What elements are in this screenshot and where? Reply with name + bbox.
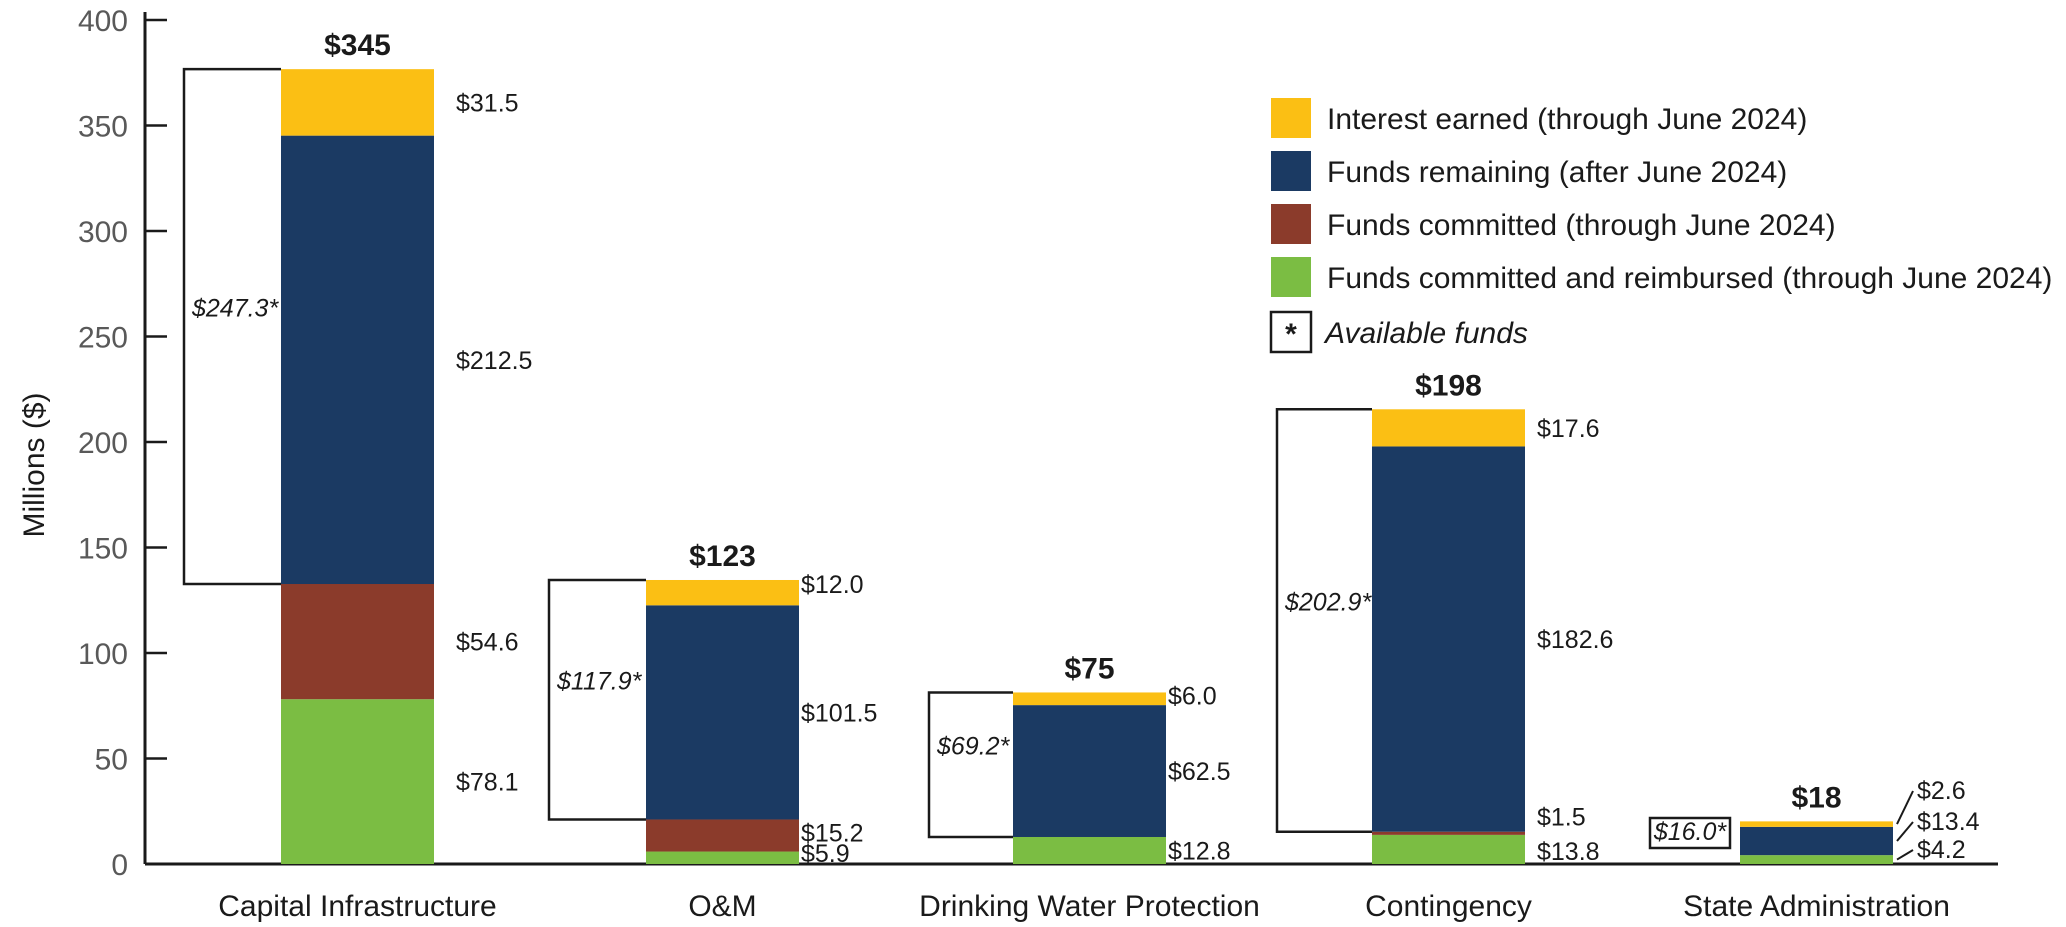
bar-segment-committed xyxy=(281,584,434,700)
bar-total-label: $18 xyxy=(1791,781,1841,814)
y-axis-label: Millions ($) xyxy=(18,392,51,537)
available-funds-label: $247.3* xyxy=(191,295,279,323)
segment-value-label: $2.6 xyxy=(1917,777,1966,805)
legend-label: Funds committed (through June 2024) xyxy=(1327,209,1836,242)
segment-value-label: $182.6 xyxy=(1537,626,1613,654)
bar-segment-remaining xyxy=(1372,446,1525,832)
available-funds-bracket xyxy=(927,691,1013,839)
available-funds-bracket xyxy=(1275,408,1372,833)
segment-value-label: $13.4 xyxy=(1917,808,1980,836)
segment-value-label: $5.9 xyxy=(801,840,850,868)
y-tick-label: 0 xyxy=(111,849,128,882)
legend-label: Funds remaining (after June 2024) xyxy=(1327,156,1787,189)
legend-note-symbol: * xyxy=(1285,318,1297,351)
bar-segment-interest xyxy=(281,69,434,136)
bar-total-label: $345 xyxy=(324,29,391,62)
available-funds-label: $202.9* xyxy=(1284,589,1372,617)
bar-segment-reimbursed xyxy=(646,851,799,864)
segment-value-label: $101.5 xyxy=(801,699,877,727)
bar-segment-committed xyxy=(646,819,799,852)
segment-value-label: $6.0 xyxy=(1168,682,1217,710)
bar-segment-reimbursed xyxy=(281,699,434,864)
bar-segment-reimbursed xyxy=(1013,836,1166,864)
segment-value-label: $13.8 xyxy=(1537,838,1600,866)
y-tick-label: 400 xyxy=(78,5,128,38)
y-tick-label: 250 xyxy=(78,322,128,355)
bar-segment-interest xyxy=(1013,692,1166,706)
segment-value-label: $62.5 xyxy=(1168,758,1231,786)
legend-label: Interest earned (through June 2024) xyxy=(1327,103,1807,136)
x-category-label: Drinking Water Protection xyxy=(919,890,1260,923)
segment-value-label: $17.6 xyxy=(1537,415,1600,443)
leader-line xyxy=(1896,821,1914,842)
bar-segment-interest xyxy=(1740,821,1893,827)
y-tick-label: 200 xyxy=(78,427,128,460)
segment-value-label: $54.6 xyxy=(456,629,519,657)
available-funds-bracket xyxy=(547,578,646,821)
bar-segment-reimbursed xyxy=(1740,855,1893,864)
y-tick-label: 100 xyxy=(78,638,128,671)
segment-value-label: $78.1 xyxy=(456,769,519,797)
x-category-label: Contingency xyxy=(1365,890,1532,923)
y-tick-label: 300 xyxy=(78,216,128,249)
bar-segment-reimbursed xyxy=(1372,834,1525,864)
x-category-label: Capital Infrastructure xyxy=(218,890,496,923)
bar-segment-remaining xyxy=(1740,826,1893,856)
bar-total-label: $123 xyxy=(689,540,756,573)
available-funds-bracket xyxy=(182,67,281,586)
bar-segment-interest xyxy=(1372,409,1525,447)
y-tick-label: 150 xyxy=(78,533,128,566)
segment-value-label: $12.8 xyxy=(1168,837,1231,865)
bar-total-label: $75 xyxy=(1064,652,1114,685)
segment-value-label: $1.5 xyxy=(1537,804,1586,832)
x-category-label: O&M xyxy=(688,890,756,923)
segment-value-label: $212.5 xyxy=(456,347,532,375)
x-category-label: State Administration xyxy=(1683,890,1950,923)
segment-value-label: $31.5 xyxy=(456,89,519,117)
legend-swatch xyxy=(1271,151,1311,191)
leader-line xyxy=(1896,849,1914,861)
bar-segment-remaining xyxy=(1013,705,1166,837)
legend-note-label: Available funds xyxy=(1323,317,1528,350)
segment-value-label: $15.2 xyxy=(801,820,864,848)
available-funds-box xyxy=(1648,816,1732,850)
bar-total-label: $198 xyxy=(1415,369,1482,402)
legend-label: Funds committed and reimbursed (through … xyxy=(1327,262,2052,295)
legend-swatch xyxy=(1271,257,1311,297)
bar-segment-committed xyxy=(1372,831,1525,835)
bar-segment-interest xyxy=(646,579,799,606)
available-funds-label: $117.9* xyxy=(556,668,643,696)
available-funds-label: $16.0* xyxy=(1653,818,1728,846)
y-tick-label: 50 xyxy=(95,744,128,777)
available-funds-label: $69.2* xyxy=(936,733,1011,761)
leader-line xyxy=(1896,790,1914,825)
legend-swatch xyxy=(1271,204,1311,244)
bar-segment-remaining xyxy=(281,135,434,585)
segment-value-label: $4.2 xyxy=(1917,836,1966,864)
bar-segment-remaining xyxy=(646,605,799,820)
legend-note-box xyxy=(1269,310,1313,354)
legend-swatch xyxy=(1271,98,1311,138)
segment-value-label: $12.0 xyxy=(801,571,864,599)
y-tick-label: 350 xyxy=(78,111,128,144)
